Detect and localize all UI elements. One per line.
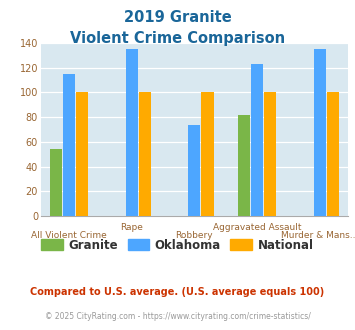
Bar — [251, 64, 263, 216]
Bar — [264, 92, 276, 216]
Bar — [76, 92, 88, 216]
Text: Compared to U.S. average. (U.S. average equals 100): Compared to U.S. average. (U.S. average … — [31, 287, 324, 297]
Text: Robbery: Robbery — [176, 231, 213, 240]
Bar — [238, 115, 250, 216]
Text: All Violent Crime: All Violent Crime — [31, 231, 107, 240]
Text: Murder & Mans...: Murder & Mans... — [281, 231, 355, 240]
Bar — [126, 49, 138, 216]
Text: 2019 Granite: 2019 Granite — [124, 10, 231, 25]
Text: © 2025 CityRating.com - https://www.cityrating.com/crime-statistics/: © 2025 CityRating.com - https://www.city… — [45, 312, 310, 321]
Bar — [139, 92, 151, 216]
Bar — [50, 149, 62, 216]
Bar — [188, 124, 201, 216]
Text: Rape: Rape — [120, 223, 143, 232]
Bar — [202, 92, 214, 216]
Bar — [327, 92, 339, 216]
Text: Aggravated Assault: Aggravated Assault — [213, 223, 301, 232]
Legend: Granite, Oklahoma, National: Granite, Oklahoma, National — [37, 234, 318, 256]
Bar — [314, 49, 326, 216]
Text: Violent Crime Comparison: Violent Crime Comparison — [70, 31, 285, 46]
Bar — [63, 74, 75, 216]
